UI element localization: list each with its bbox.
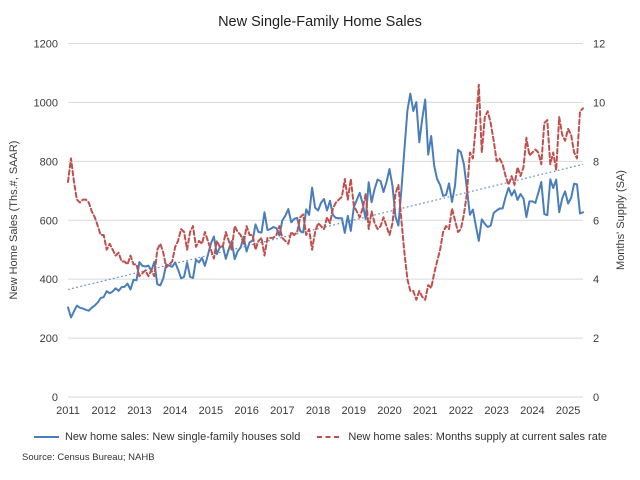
y-axis-right-tick-label: 6 bbox=[593, 215, 599, 227]
x-axis-tick-label: 2020 bbox=[377, 405, 401, 417]
x-axis-tick-label: 2016 bbox=[234, 405, 258, 417]
x-axis-tick-label: 2015 bbox=[199, 405, 223, 417]
y-axis-left-tick-label: 400 bbox=[40, 274, 58, 286]
y-axis-left-tick-label: 1000 bbox=[34, 97, 58, 109]
y-axis-left-tick-label: 1200 bbox=[34, 39, 58, 51]
y-axis-right-tick-label: 12 bbox=[593, 39, 605, 51]
y-axis-left-tick-label: 600 bbox=[40, 215, 58, 227]
left-axis-title: New Home Sales (Ths.#, SAAR) bbox=[8, 141, 20, 300]
x-axis-tick-label: 2013 bbox=[127, 405, 151, 417]
y-axis-right-tick-label: 0 bbox=[593, 392, 599, 404]
x-axis-tick-label: 2022 bbox=[449, 405, 473, 417]
supply-line-swatch-icon bbox=[317, 436, 343, 438]
x-axis-tick-label: 2014 bbox=[163, 405, 187, 417]
sales-line-swatch-icon bbox=[33, 436, 59, 438]
x-axis-tick-label: 2019 bbox=[342, 405, 366, 417]
gridlines bbox=[68, 43, 583, 398]
x-axis-tick-label: 2024 bbox=[520, 405, 544, 417]
y-axis-right-tick-label: 8 bbox=[593, 156, 599, 168]
y-axis-right-tick-label: 10 bbox=[593, 97, 605, 109]
x-axis-tick-label: 2017 bbox=[270, 405, 294, 417]
series-line-sales bbox=[67, 92, 584, 319]
x-axis-tick-label: 2018 bbox=[306, 405, 330, 417]
legend-label-supply: New home sales: Months supply at current… bbox=[348, 431, 607, 443]
legend-item-supply: New home sales: Months supply at current… bbox=[316, 431, 607, 443]
x-axis-tick-label: 2011 bbox=[56, 405, 80, 417]
y-axis-left-tick-label: 0 bbox=[52, 392, 58, 404]
legend-label-sales: New home sales: New single-family houses… bbox=[64, 431, 301, 443]
x-axis-tick-label: 2021 bbox=[413, 405, 437, 417]
legend: New home sales: New single-family houses… bbox=[0, 427, 640, 447]
x-axis-tick-label: 2023 bbox=[484, 405, 508, 417]
source-note: Source: Census Bureau; NAHB bbox=[22, 452, 155, 463]
y-axis-right-tick-label: 2 bbox=[593, 333, 599, 345]
legend-item-sales: New home sales: New single-family houses… bbox=[33, 431, 300, 443]
x-axis-tick-label: 2012 bbox=[91, 405, 115, 417]
x-axis-tick-label: 2025 bbox=[556, 405, 580, 417]
y-axis-left-tick-label: 200 bbox=[40, 333, 58, 345]
series-line-supply bbox=[67, 83, 584, 301]
axis-tick-labels: 0 0 200 2 400 4 600 6 800 8 1000 10 1200 12 2011 2012 20… bbox=[34, 39, 606, 418]
right-axis-title: Months' Supply (SA) bbox=[615, 170, 627, 270]
data-series bbox=[67, 83, 584, 319]
page-title: New Single-Family Home Sales bbox=[218, 14, 422, 30]
y-axis-left-tick-label: 800 bbox=[40, 156, 58, 168]
y-axis-right-tick-label: 4 bbox=[593, 274, 599, 286]
